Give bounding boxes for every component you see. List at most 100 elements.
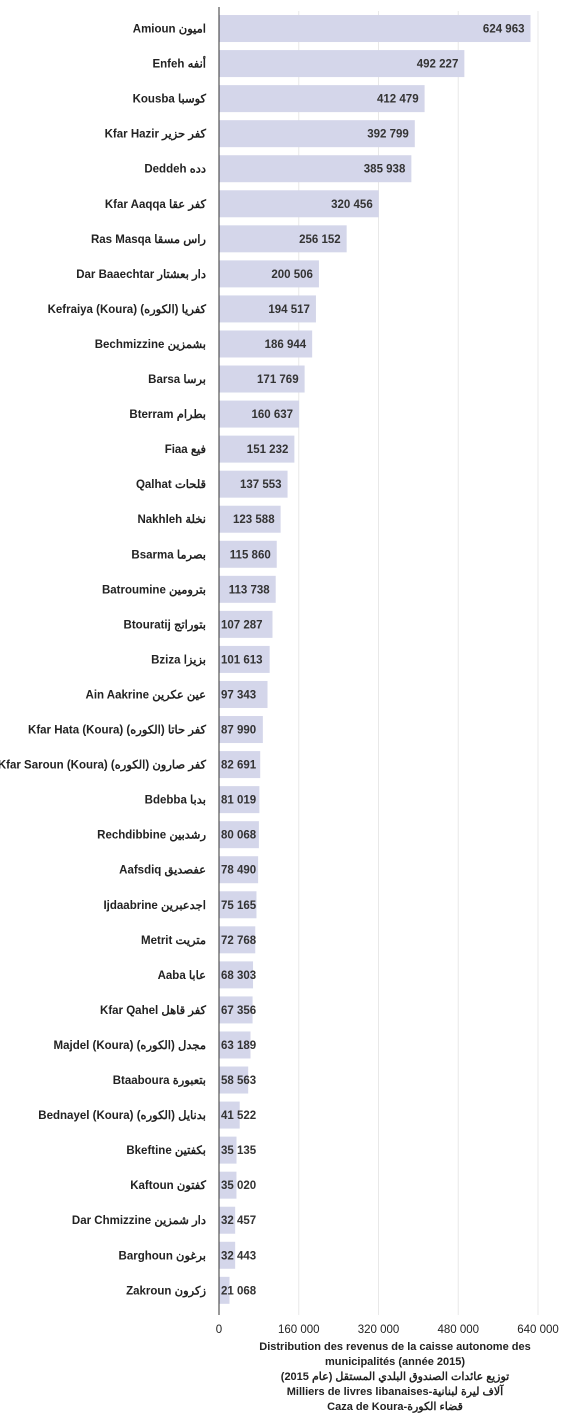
category-label: Barsa برسا	[148, 373, 206, 387]
value-label: 137 553	[240, 479, 282, 491]
category-label: Aafsdiq عفصديق	[119, 865, 206, 878]
x-tick-label: 320 000	[358, 1324, 400, 1336]
category-label: Barghoun برغون	[119, 1250, 206, 1263]
value-label: 68 303	[221, 970, 256, 982]
x-tick-label: 160 000	[278, 1324, 320, 1336]
value-label: 72 768	[221, 935, 257, 947]
chart-caption: Distribution des revenus de la caisse au…	[230, 1340, 560, 1415]
value-label: 82 691	[221, 760, 257, 772]
category-label: Ain Aakrine عين عكرين	[86, 688, 207, 702]
category-label: Bkeftine بكفتين	[126, 1144, 206, 1158]
labels: 0 160 000 320 000 480 000 640 000 624 963 Amio…	[0, 23, 559, 1336]
value-label: 81 019	[221, 795, 256, 807]
value-label: 160 637	[251, 409, 293, 421]
category-label: Bziza بزيزا	[151, 653, 206, 667]
category-label: Btaaboura بتعبورة	[113, 1075, 206, 1088]
value-label: 41 522	[221, 1110, 256, 1122]
category-label: Kfar Saroun (Koura) كفر صارون (الكوره)	[0, 759, 207, 773]
bar	[219, 961, 254, 989]
category-label: Enfeh أنفه	[152, 56, 206, 71]
bars	[219, 15, 531, 1304]
bar	[219, 856, 259, 884]
bar	[219, 505, 281, 533]
value-label: 392 799	[367, 129, 409, 141]
bar	[219, 225, 347, 253]
category-label: Kaftoun كفتون	[130, 1179, 206, 1193]
category-label: Kfar Hazir كفر حزير	[105, 128, 207, 142]
value-label: 492 227	[417, 59, 459, 71]
category-label: Kefraiya (Koura) كفريا (الكوره)	[48, 303, 207, 317]
bar	[219, 295, 316, 323]
value-label: 63 189	[221, 1040, 256, 1052]
value-label: 412 479	[377, 94, 419, 106]
value-label: 35 135	[221, 1145, 257, 1157]
bar	[219, 1031, 251, 1059]
value-label: 58 563	[221, 1075, 256, 1087]
bar	[219, 85, 425, 113]
value-label: 151 232	[247, 444, 289, 456]
bar	[219, 435, 295, 463]
value-label: 123 588	[233, 514, 275, 526]
bar	[219, 190, 379, 218]
category-label: Qalhat قلحات	[136, 478, 207, 491]
value-label: 78 490	[221, 865, 256, 877]
bar	[219, 751, 261, 779]
bar	[219, 260, 319, 288]
bar	[219, 120, 415, 148]
value-label: 624 963	[483, 24, 525, 36]
value-label: 21 068	[221, 1285, 257, 1297]
category-label: Deddeh دده	[144, 164, 206, 176]
category-label: Metrit متريت	[141, 935, 206, 948]
value-label: 101 613	[221, 654, 263, 666]
bar	[219, 1241, 236, 1269]
bar	[219, 470, 288, 498]
value-label: 171 769	[257, 374, 299, 386]
value-label: 97 343	[221, 689, 256, 701]
category-label: Bechmizzine بشمزين	[95, 339, 206, 352]
category-label: Dar Baaechtar دار بعشتار	[76, 268, 206, 282]
value-label: 32 443	[221, 1250, 256, 1262]
bar	[219, 330, 313, 358]
value-label: 35 020	[221, 1180, 256, 1192]
category-label: Kfar Aaqqa كفر عقا	[105, 198, 207, 212]
bar	[219, 926, 256, 954]
category-label: Nakhleh نخلة	[137, 513, 206, 526]
value-label: 115 860	[230, 549, 271, 561]
bar	[219, 155, 412, 183]
value-label: 67 356	[221, 1005, 256, 1017]
category-label: Amioun اميون	[133, 23, 206, 37]
category-label: Aaba عابا	[158, 969, 207, 982]
bar	[219, 610, 273, 638]
value-label: 256 152	[299, 234, 341, 246]
bar	[219, 1171, 237, 1199]
bar	[219, 540, 277, 568]
bar	[219, 1066, 249, 1094]
category-label: Btouratij بتوراتج	[124, 618, 206, 632]
bar	[219, 1136, 237, 1164]
bar	[219, 1206, 236, 1234]
category-label: Majdel (Koura) مجدل (الكوره)	[54, 1039, 206, 1053]
value-label: 75 165	[221, 900, 257, 912]
value-label: 113 738	[229, 584, 271, 596]
category-label: Bednayel (Koura) بدنايل (الكوره)	[38, 1109, 206, 1123]
category-label: Kfar Hata (Koura) كفر حاتا (الكوره)	[28, 724, 207, 738]
x-tick-label: 480 000	[437, 1324, 479, 1336]
grid-lines	[298, 11, 539, 1315]
caption-line-5: Caza de Koura-قضاء الكورة	[327, 1401, 463, 1413]
value-label: 194 517	[268, 304, 310, 316]
value-label: 32 457	[221, 1215, 256, 1227]
bar	[219, 821, 259, 849]
bar	[219, 15, 531, 43]
bar-chart: 0 160 000 320 000 480 000 640 000 624 963 Amio…	[0, 7, 559, 1336]
bar	[219, 1276, 230, 1304]
bar	[219, 365, 305, 393]
bar	[219, 50, 465, 78]
bar	[219, 645, 270, 673]
caption-line-1: Distribution des revenus de la caisse au…	[259, 1341, 531, 1353]
bar	[219, 786, 260, 814]
value-label: 320 456	[331, 199, 373, 211]
bar	[219, 1101, 240, 1129]
bar	[219, 996, 253, 1024]
caption-line-4: Milliers de livres libanaises-آلاف ليرة …	[286, 1386, 504, 1398]
value-label: 200 506	[271, 269, 313, 281]
